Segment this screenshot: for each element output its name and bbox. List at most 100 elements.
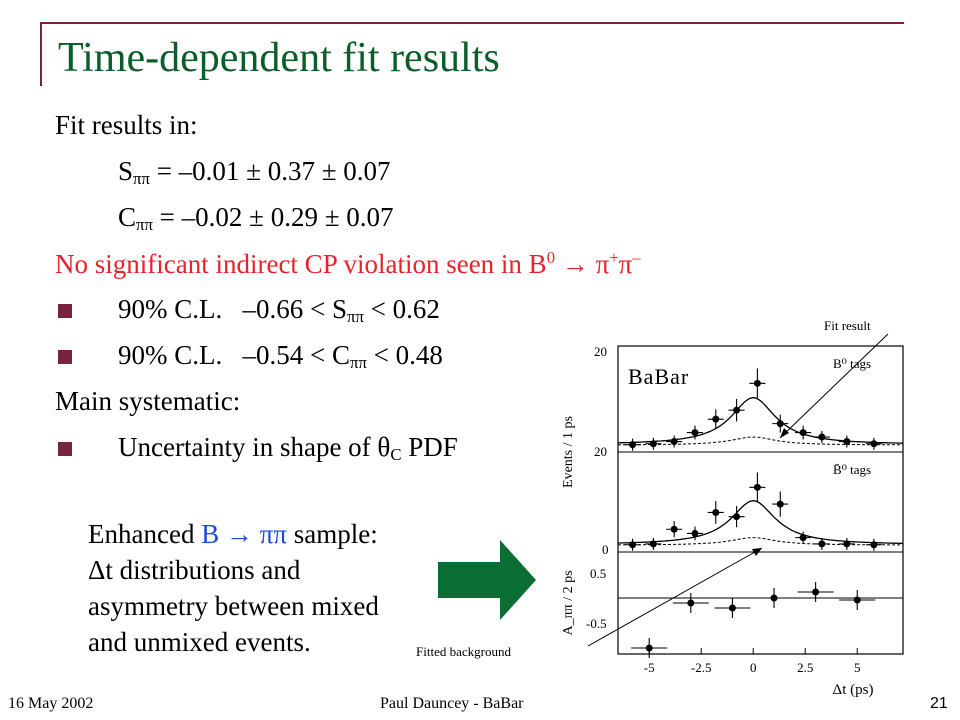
- data-point: [812, 588, 820, 596]
- data-point: [870, 440, 878, 448]
- enhanced-sample-note: Enhanced B → ππ sample: Δt distributions…: [88, 516, 379, 660]
- c-symbol: C: [118, 202, 137, 232]
- data-point: [629, 441, 637, 449]
- s-value: = –0.01 ± 0.37 ± 0.07: [149, 156, 391, 186]
- fit-result-pointer: [779, 334, 889, 439]
- bullet-square: [58, 350, 72, 364]
- data-point: [629, 541, 637, 549]
- cp-pi: π: [618, 249, 633, 280]
- c-pipi-result: Cππ = –0.02 ± 0.29 ± 0.07: [118, 202, 394, 235]
- cp-violation-statement: No significant indirect CP violation see…: [55, 248, 641, 280]
- data-point: [753, 379, 761, 387]
- babar-logo: BaBar: [628, 364, 689, 389]
- y-tick-label: 0: [602, 542, 609, 557]
- cp-text: No significant indirect CP violation see…: [55, 249, 547, 280]
- uncertainty-sub: C: [390, 445, 402, 465]
- bullet-square: [58, 304, 72, 318]
- page-number: 21: [930, 695, 948, 712]
- cl-s-sub: ππ: [347, 307, 364, 327]
- data-point: [649, 440, 657, 448]
- x-tick-label: 2.5: [797, 660, 813, 675]
- s-pipi-result: Sππ = –0.01 ± 0.37 ± 0.07: [118, 156, 391, 189]
- bullet-square: [58, 442, 72, 456]
- data-point: [870, 541, 878, 549]
- fit-curve: [618, 397, 904, 444]
- cl-c-range: 90% C.L. –0.54 < Cππ < 0.48: [118, 340, 443, 373]
- y-tick-label: 20: [594, 344, 607, 359]
- fit-result-annotation: Fit result: [824, 318, 871, 333]
- pointer-arrowhead: [752, 548, 762, 556]
- frame-top-rule: [40, 22, 904, 24]
- frame-left-rule: [40, 22, 42, 86]
- data-point: [843, 540, 851, 548]
- y-axis-label: Events / 1 ps: [561, 416, 576, 488]
- data-point: [670, 438, 678, 446]
- data-point: [691, 529, 699, 537]
- x-tick-label: 0: [750, 660, 757, 675]
- fit-curve: [617, 500, 904, 545]
- data-point: [712, 508, 720, 516]
- data-point: [691, 429, 699, 437]
- data-point: [687, 599, 695, 607]
- background-curve: [618, 436, 904, 446]
- cl-s-range: 90% C.L. –0.66 < Sππ < 0.62: [118, 294, 440, 327]
- cl-s-label: 90% C.L.: [118, 294, 223, 324]
- data-point: [728, 604, 736, 612]
- cl-c-pre: –0.54 < C: [242, 340, 351, 370]
- data-point: [770, 594, 778, 602]
- cl-c-post: < 0.48: [366, 340, 443, 370]
- x-tick-label: 5: [854, 660, 861, 675]
- data-point: [645, 644, 653, 652]
- cp-arrow-pi: → π: [555, 249, 610, 280]
- enh-l1c: sample:: [286, 519, 378, 549]
- data-point: [670, 525, 678, 533]
- cp-plus-sup: +: [609, 248, 619, 267]
- main-systematic-heading: Main systematic:: [55, 386, 241, 416]
- footer-author: Paul Dauncey - BaBar: [380, 695, 524, 712]
- enh-l1b: B → ππ: [201, 519, 287, 549]
- uncertainty-item: Uncertainty in shape of θC PDF: [118, 432, 458, 465]
- fit-results-intro: Fit results in:: [55, 110, 198, 140]
- data-point: [649, 540, 657, 548]
- enh-l4: and unmixed events.: [88, 627, 311, 657]
- right-arrow-icon: [438, 540, 536, 620]
- footer-date: 16 May 2002: [8, 695, 94, 712]
- x-axis-label: Δt (ps): [833, 682, 874, 698]
- cp-b-sup: 0: [546, 248, 556, 267]
- enh-l3: asymmetry between mixed: [88, 591, 379, 621]
- panel-tag-label: B̄⁰ tags: [833, 462, 871, 477]
- data-point: [818, 540, 826, 548]
- y-tick-label: -0.5: [586, 616, 607, 631]
- data-point: [843, 438, 851, 446]
- cl-s-post: < 0.62: [363, 294, 440, 324]
- c-value: = –0.02 ± 0.29 ± 0.07: [152, 202, 394, 232]
- data-point: [799, 534, 807, 542]
- y-tick-label: 20: [594, 444, 607, 459]
- pointer-arrowhead: [780, 428, 789, 438]
- cl-c-label: 90% C.L.: [118, 340, 223, 370]
- s-subscript: ππ: [133, 169, 150, 189]
- y-axis-label: A_ππ / 2 ps: [561, 570, 576, 635]
- data-point: [712, 415, 720, 423]
- background-curve: [618, 537, 903, 546]
- enh-l2: Δt distributions and: [88, 555, 301, 585]
- data-point: [818, 433, 826, 441]
- data-point: [853, 596, 861, 604]
- s-symbol: S: [118, 156, 134, 186]
- c-subscript: ππ: [136, 215, 153, 235]
- y-tick-label: 0.5: [590, 566, 606, 581]
- data-point: [799, 429, 807, 437]
- data-point: [776, 500, 784, 508]
- x-tick-label: -5: [644, 660, 655, 675]
- enh-l1a: Enhanced: [88, 519, 202, 549]
- uncertainty-pre: Uncertainty in shape of θ: [118, 432, 391, 462]
- x-tick-label: -2.5: [691, 660, 712, 675]
- cp-minus-sup: –: [632, 248, 641, 267]
- data-point: [733, 513, 741, 521]
- cl-s-pre: –0.66 < S: [242, 294, 348, 324]
- slide-title: Time-dependent fit results: [58, 35, 500, 81]
- plot-frame: [617, 345, 904, 655]
- data-point: [753, 483, 761, 491]
- cl-c-sub: ππ: [350, 353, 367, 373]
